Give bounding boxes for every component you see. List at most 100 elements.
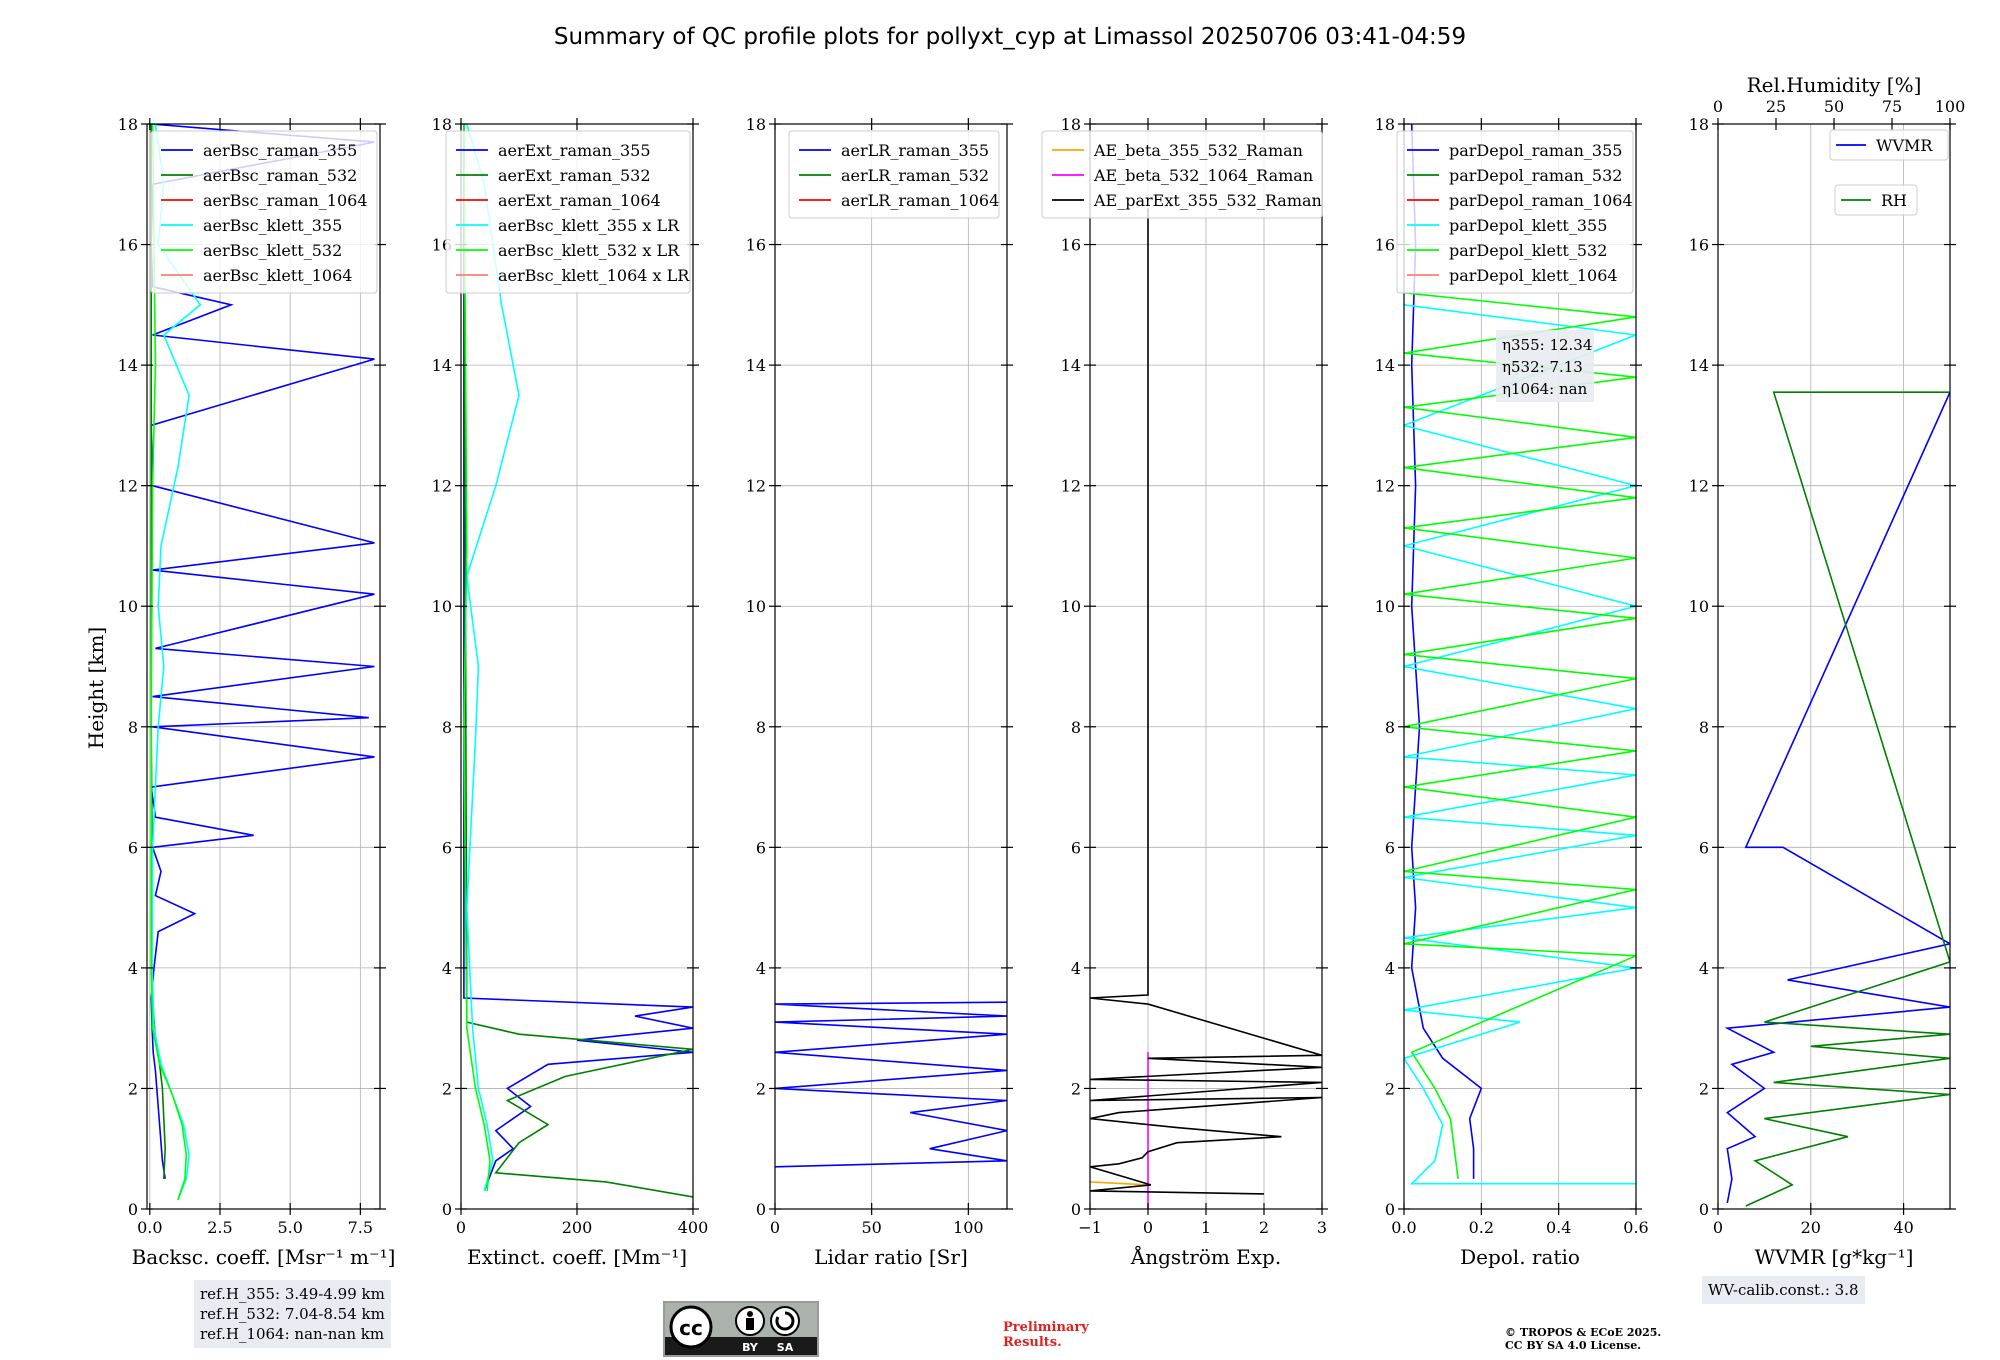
y-tick-label: 0 [756,1200,766,1219]
series-aerBsc_klett_355 x LR [465,124,520,1192]
legend-entry: parDepol_klett_355 [1449,216,1607,235]
y-tick-label: 14 [746,356,766,375]
panel-depol: 0 2 4 6 8 10 12 14 16 18 0.0 0.2 0.4 0.6 Depol. ratio p… [1375,115,1649,1269]
figure-title: Summary of QC profile plots for pollyxt_… [554,24,1466,50]
x-tick-label: 40 [1893,1218,1913,1237]
series-RH [1745,391,1950,1207]
x-tick-label: 0.2 [1469,1218,1494,1237]
y-tick-label: 4 [1699,959,1709,978]
axes-frame [146,123,381,1210]
y-tick-label: 4 [442,959,452,978]
y-tick-label: 8 [1385,718,1395,737]
y-tick-label: 14 [1689,356,1709,375]
x-tick-label: 0.0 [137,1218,162,1237]
series-group [1724,391,1950,1207]
series-aerBsc_klett_532 [150,124,188,1201]
cc-logo-text: cc [679,1316,703,1340]
series-parDepol_klett_355 [1404,304,1636,1185]
panel-lidar_ratio: 0 2 4 6 8 10 12 14 16 18 0 50 100 Lidar ratio [Sr] aer… [746,115,1013,1269]
y-tick-label: 4 [1385,959,1395,978]
legend-entry: aerBsc_klett_1064 x LR [498,266,690,285]
y-tick-label: 18 [432,115,452,134]
y-axis-label: Height [km] [84,627,108,749]
legend-entry: aerBsc_raman_355 [203,141,357,160]
preliminary-line-2: Results. [1003,1335,1062,1350]
y-tick-label: 18 [1375,115,1395,134]
series-aerBsc_klett_355 [151,124,202,1201]
wv-calib-box: WV-calib.const.: 3.8 [1702,1276,1865,1304]
legend-entry: parDepol_raman_532 [1449,166,1622,185]
x-tick-label: 400 [678,1218,709,1237]
y-tick-label: 8 [1699,718,1709,737]
y-tick-label: 4 [756,959,766,978]
y-tick-label: 8 [1071,718,1081,737]
eta-value: η355: 12.34 [1502,336,1592,354]
legend-angstrom: AE_beta_355_532_Raman AE_beta_532_1064_Ra… [1041,130,1323,219]
y-tick-label: 10 [432,597,452,616]
sa-share-alike-icon [770,1306,800,1336]
y-tick-label: 16 [1061,236,1081,255]
y-tick-label: 2 [1699,1079,1709,1098]
series-aerExt_raman_355 [463,124,693,1192]
y-tick-label: 18 [1689,115,1709,134]
legend-entry: aerBsc_klett_532 [203,241,342,260]
legend-entry: aerLR_raman_355 [841,141,989,160]
x-axis-label-angstrom: Ångström Exp. [1130,1244,1281,1269]
eta-value: η1064: nan [1502,380,1588,398]
y-tick-label: 12 [746,477,766,496]
preliminary-results-note: Preliminary Results. [1003,1320,1163,1350]
legend-entry: aerBsc_raman_1064 [203,191,368,210]
top-x-tick-label: 75 [1882,97,1902,116]
x-tick-label: 50 [861,1218,881,1237]
legend-entry: aerBsc_klett_532 x LR [498,241,680,260]
legend-depol: parDepol_raman_355 parDepol_raman_532 parD… [1396,130,1634,294]
copyright-line-1: © TROPOS & ECoE 2025. [1505,1326,1662,1339]
panel-backscatter: 0 2 4 6 8 10 12 14 16 18 0.0 2.5 5.0 7.5 Backsc. coeff… [118,115,396,1269]
x-tick-label: 7.5 [348,1218,373,1237]
top-x-tick-label: 0 [1713,97,1723,116]
x-tick-label: 5.0 [277,1218,302,1237]
legend-extinction: aerExt_raman_355 aerExt_raman_532 aerExt_r… [445,130,691,294]
y-tick-label: 6 [1385,838,1395,857]
y-tick-label: 0 [1699,1200,1709,1219]
series-parDepol_klett_532 [1404,292,1636,1179]
legend-entry: aerBsc_klett_1064 [203,266,352,285]
x-tick-label: 0 [770,1218,780,1237]
eta-value: η532: 7.13 [1502,358,1583,376]
legend-entry: aerLR_raman_1064 [841,191,999,210]
y-tick-label: 14 [1061,356,1081,375]
copyright-line-2: CC BY SA 4.0 License. [1505,1339,1642,1352]
y-tick-label: 14 [118,356,138,375]
y-tick-label: 14 [1375,356,1395,375]
series-group [150,124,375,1201]
y-tick-label: 6 [442,838,452,857]
sa-label: SA [777,1341,794,1354]
x-tick-label: 0 [1143,1218,1153,1237]
series-aerBsc_klett_532 x LR [463,124,491,1191]
series-AE_parExt_355_532_Raman [1090,208,1322,1195]
ref-height-box: ref.H_355: 3.49-4.99 km ref.H_532: 7.04-… [194,1280,391,1348]
legend-lidar_ratio: aerLR_raman_355 aerLR_raman_532 aerLR_rama… [788,130,1000,219]
legend-entry: aerBsc_klett_355 [203,216,342,235]
cc-license-badge: cc BY SA [663,1301,819,1357]
legend-entry: aerExt_raman_532 [498,166,651,185]
legend-box [150,130,378,294]
series-aerLR_raman_355 [775,1001,1007,1168]
legend-wvmr: WVMR RH [1829,129,1949,216]
legend-box [1834,184,1918,216]
legend-entry: parDepol_klett_532 [1449,241,1607,260]
legend-entry: WVMR [1876,136,1933,155]
y-tick-label: 6 [1699,838,1709,857]
x-axis-label-extinction: Extinct. coeff. [Mm⁻¹] [467,1245,687,1269]
legend-entry: aerExt_raman_355 [498,141,651,160]
y-tick-label: 18 [1061,115,1081,134]
legend-entry: parDepol_raman_1064 [1449,191,1633,210]
y-tick-label: 2 [128,1079,138,1098]
preliminary-line-1: Preliminary [1003,1320,1089,1335]
axes-frame [774,123,1008,1210]
x-tick-label: 2.5 [207,1218,232,1237]
